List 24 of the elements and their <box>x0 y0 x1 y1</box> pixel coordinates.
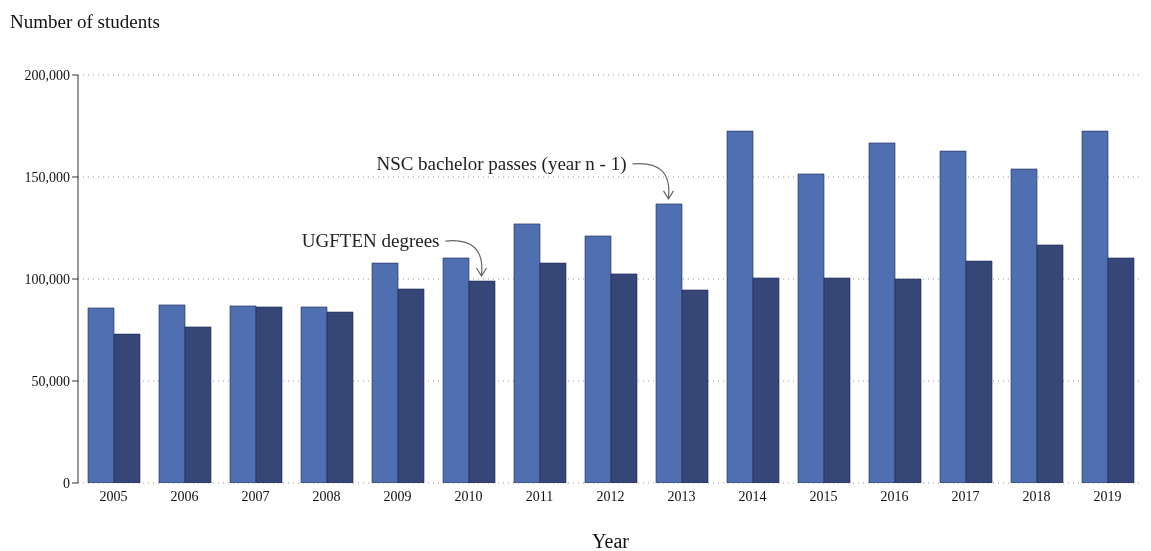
y-tick-label: 150,000 <box>24 169 70 185</box>
x-tick-label: 2011 <box>525 488 554 504</box>
x-tick-label: 2015 <box>809 488 838 504</box>
y-tick-label: 100,000 <box>24 271 70 287</box>
x-tick-label: 2017 <box>951 488 980 504</box>
y-tick-label: 0 <box>63 475 70 491</box>
x-tick-label: 2006 <box>170 488 199 504</box>
x-tick-label: 2010 <box>454 488 483 504</box>
x-tick-label: 2005 <box>99 488 128 504</box>
x-tick-label: 2016 <box>880 488 909 504</box>
y-axis-title: Number of students <box>10 11 160 32</box>
x-tick-label: 2018 <box>1022 488 1051 504</box>
text: NSC bachelor passes (year n - 1) <box>376 152 627 175</box>
x-tick-label: 2019 <box>1093 488 1122 504</box>
x-tick-label: 2008 <box>312 488 341 504</box>
x-tick-label: 2009 <box>383 488 412 504</box>
x-tick-label: 2012 <box>596 488 625 504</box>
y-tick-label: 200,000 <box>24 67 70 83</box>
x-tick-label: 2014 <box>738 488 767 504</box>
x-tick-label: 2007 <box>241 488 270 504</box>
text: UGFTEN degrees <box>301 230 440 252</box>
x-axis-title: Year <box>592 530 630 551</box>
y-tick-label: 50,000 <box>31 373 70 389</box>
x-tick-label: 2013 <box>667 488 696 504</box>
